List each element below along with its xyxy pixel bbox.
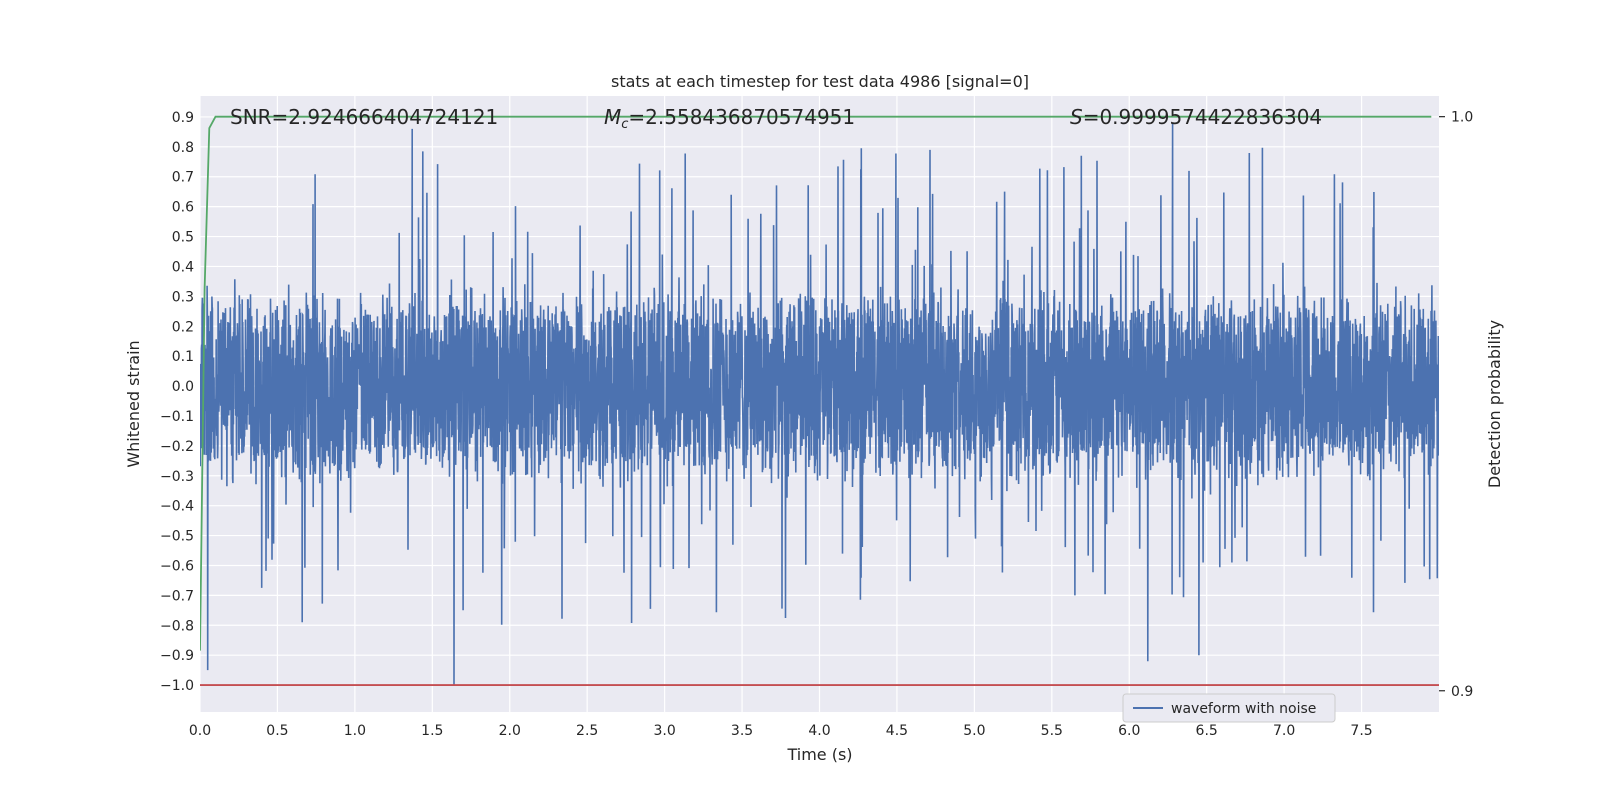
x-tick-label: 3.5	[731, 723, 753, 739]
x-tick-label: 0.5	[266, 723, 288, 739]
y-axis-label: Whitened strain	[124, 340, 143, 467]
x-tick-label: 2.0	[499, 723, 521, 739]
overlay-lines	[200, 115, 1439, 686]
right-axis-tick-label: 0.9	[1451, 684, 1473, 700]
x-tick-label: 7.0	[1273, 723, 1295, 739]
x-axis-ticks: 0.0 0.5 1.0 1.5 2.0 2.5 3.0 3.5 4.0 4.5 5.0 5.5 6.0 6…	[189, 723, 1373, 739]
score-value: =0.9999574422836304	[1083, 105, 1322, 129]
y-tick-label: −0.1	[160, 409, 194, 425]
x-tick-label: 0.0	[189, 723, 211, 739]
y-tick-label: 0.1	[172, 349, 194, 365]
chirp-mass-stat: Mc=2.558436870574951	[604, 105, 855, 132]
y-tick-label: −0.5	[160, 529, 194, 545]
x-tick-label: 5.0	[963, 723, 985, 739]
right-axis-label: Detection probability	[1485, 320, 1504, 488]
y-tick-label: −0.7	[160, 588, 194, 604]
x-tick-label: 3.0	[653, 723, 675, 739]
y-tick-label: 0.2	[172, 319, 194, 335]
y-tick-label: 0.5	[172, 230, 194, 246]
detection-probability-line	[200, 115, 1432, 651]
x-axis-label: Time (s)	[786, 745, 852, 764]
y-tick-label: −0.4	[160, 499, 194, 515]
y-tick-label: 0.9	[172, 110, 194, 126]
x-tick-label: 1.5	[421, 723, 443, 739]
x-tick-label: 2.5	[576, 723, 598, 739]
score-stat: S=0.9999574422836304	[1070, 105, 1322, 129]
y-tick-label: 0.3	[172, 289, 194, 305]
x-tick-label: 1.0	[344, 723, 366, 739]
y-tick-label: 0.7	[172, 170, 194, 186]
y-tick-label: 0.4	[172, 259, 194, 275]
x-tick-label: 4.5	[886, 723, 908, 739]
right-axis-ticks: 1.0 0.9	[1439, 110, 1473, 700]
y-tick-label: −0.8	[160, 618, 194, 634]
legend: waveform with noise	[1122, 693, 1336, 723]
waveform-line	[200, 122, 1439, 686]
legend-label: waveform with noise	[1171, 701, 1316, 717]
legend-box	[1122, 693, 1336, 723]
x-tick-label: 4.0	[808, 723, 830, 739]
x-tick-label: 5.5	[1041, 723, 1063, 739]
x-tick-label: 6.0	[1118, 723, 1140, 739]
waveform-series	[200, 122, 1439, 686]
y-axis-ticks: 0.9 0.8 0.7 0.6 0.5 0.4 0.3 0.2 0.1 0.0 −0.1 −0.2 −0…	[160, 110, 194, 694]
chirp-mass-value: =2.558436870574951	[628, 105, 855, 129]
snr-stat: SNR=2.924666404724121	[230, 105, 498, 129]
chart-title: stats at each timestep for test data 498…	[611, 72, 1029, 91]
y-tick-label: −0.3	[160, 469, 194, 485]
y-tick-label: −0.2	[160, 439, 194, 455]
y-tick-label: −0.9	[160, 648, 194, 664]
y-tick-label: 0.6	[172, 200, 194, 216]
x-tick-label: 7.5	[1350, 723, 1372, 739]
y-tick-label: 0.0	[172, 379, 194, 395]
x-tick-label: 6.5	[1196, 723, 1218, 739]
y-tick-label: 0.8	[172, 140, 194, 156]
y-tick-label: −0.6	[160, 558, 194, 574]
y-tick-label: −1.0	[160, 678, 194, 694]
right-axis-tick-label: 1.0	[1451, 110, 1473, 126]
